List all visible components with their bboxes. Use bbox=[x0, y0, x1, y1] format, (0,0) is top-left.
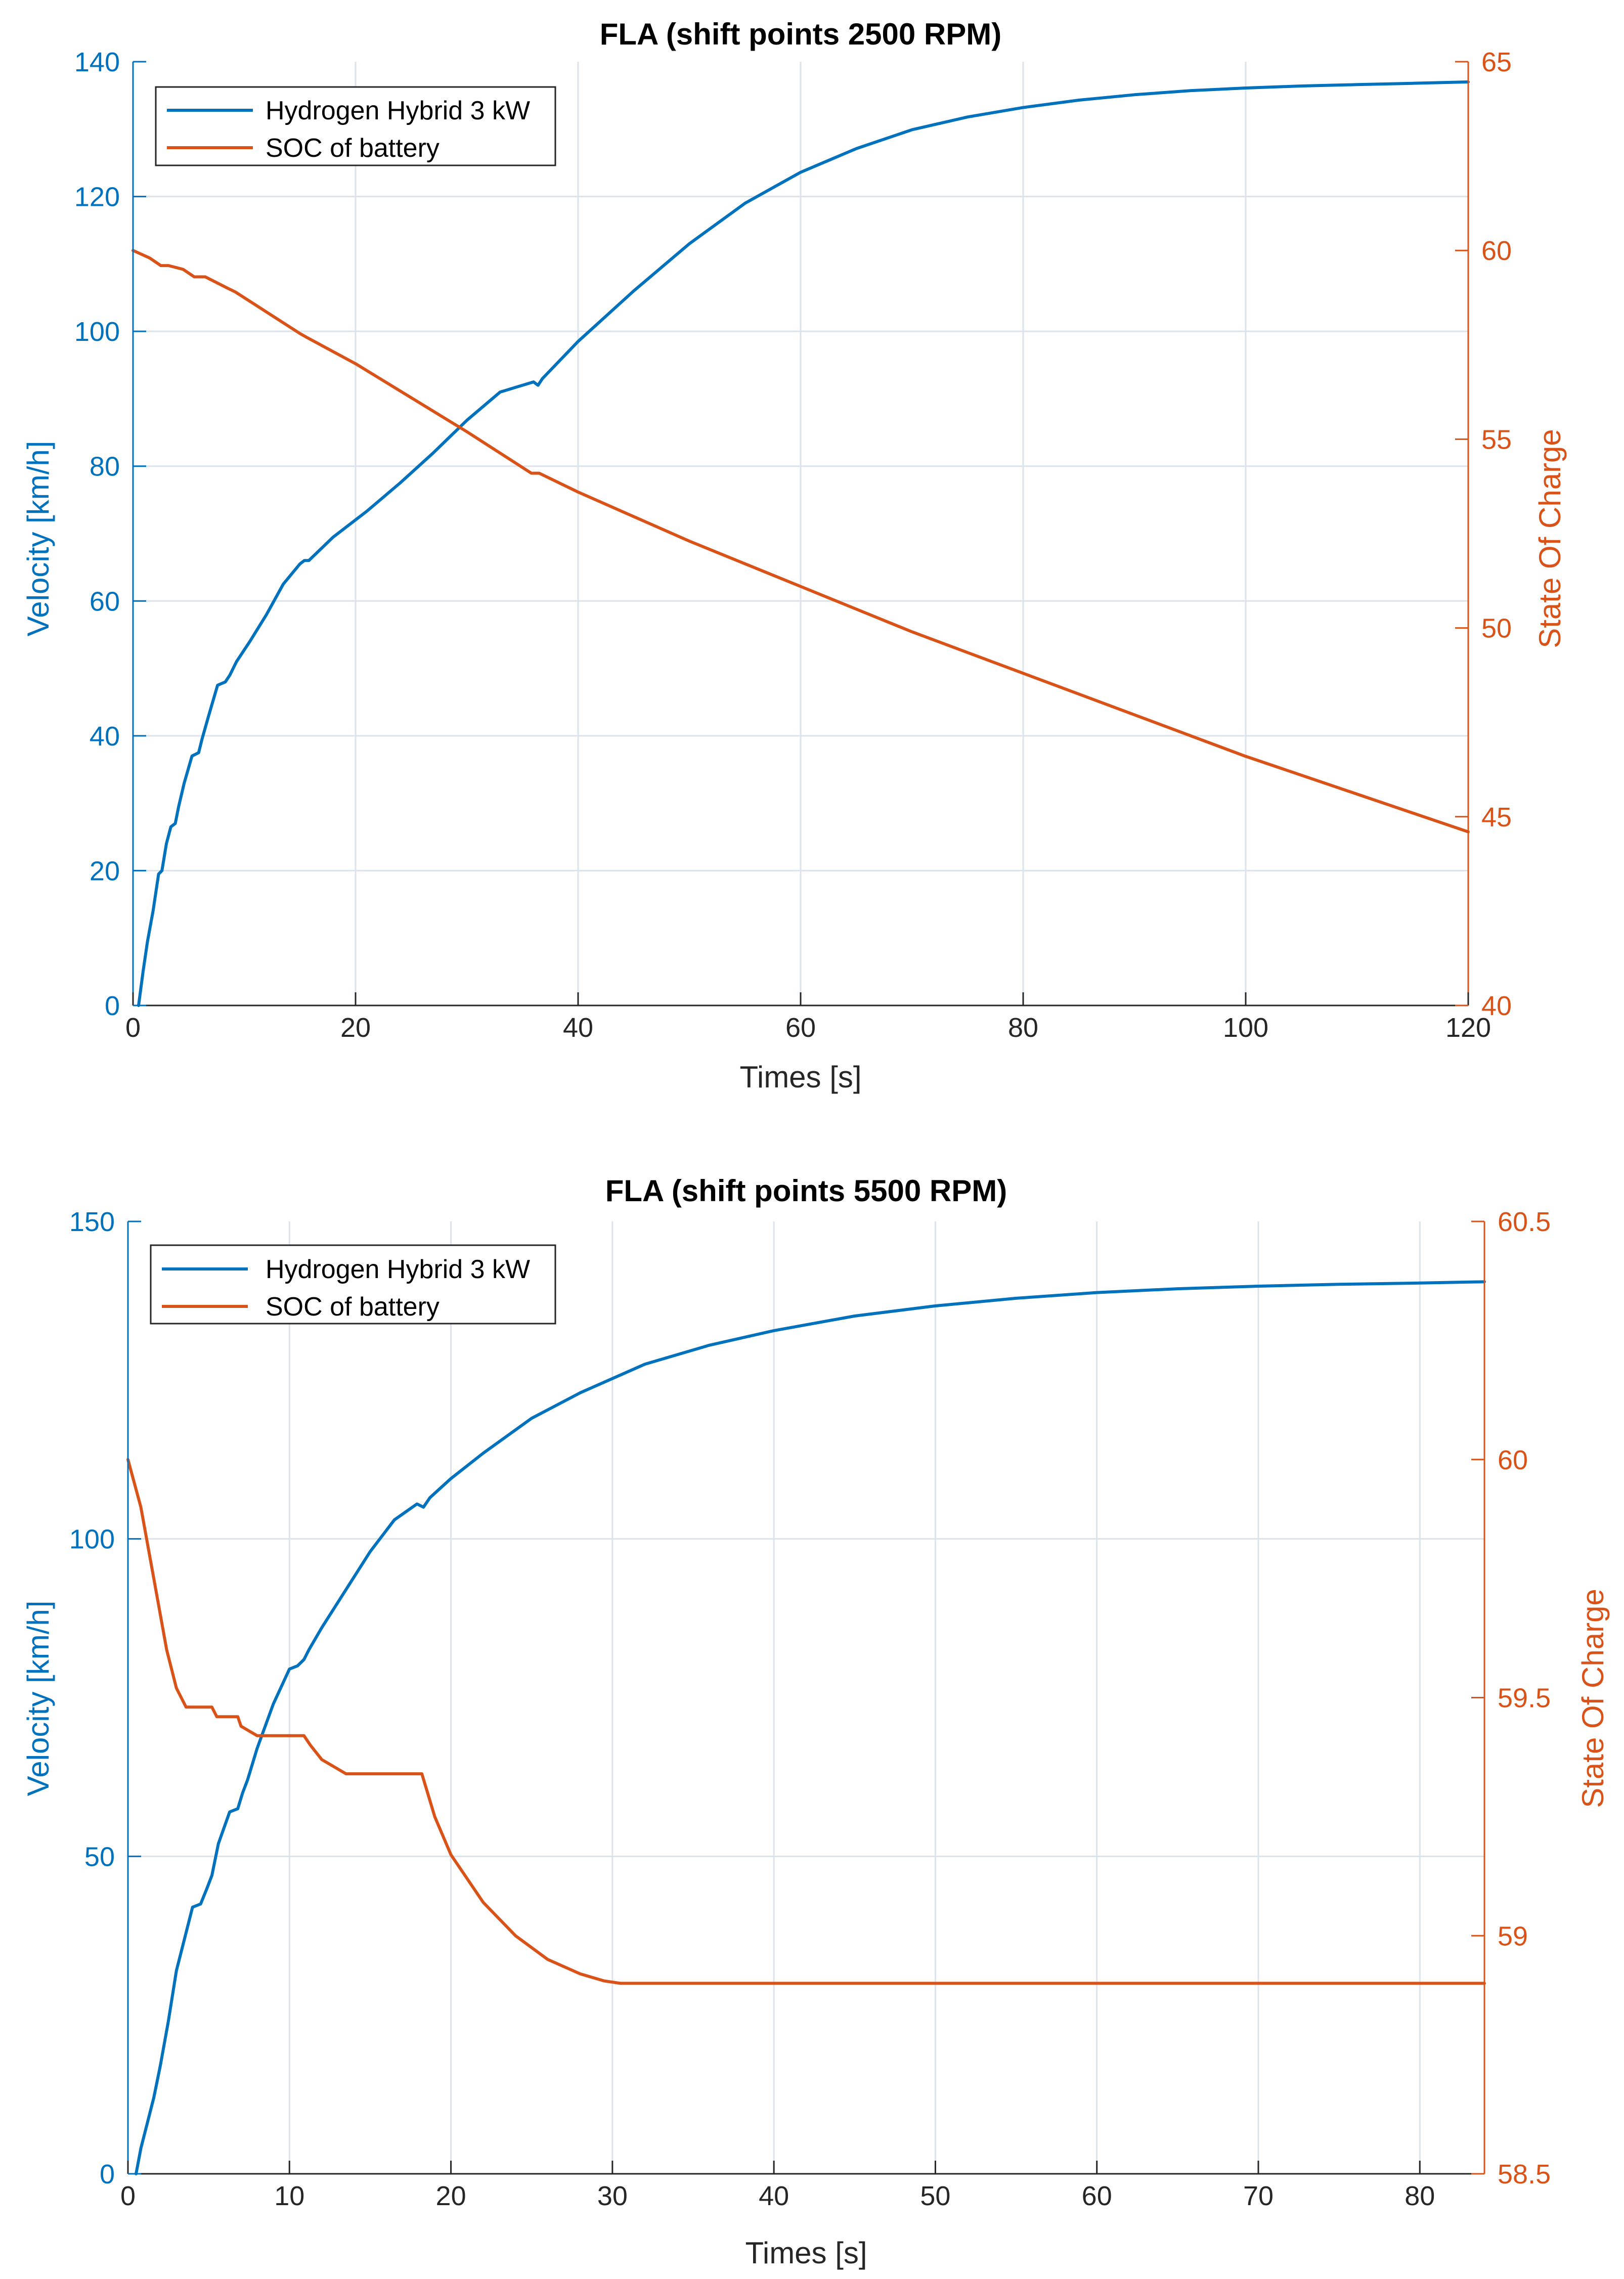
y-tick-label: 80 bbox=[90, 452, 120, 482]
y-tick-label: 50 bbox=[84, 1842, 115, 1872]
legend: Hydrogen Hybrid 3 kW SOC of battery bbox=[155, 86, 556, 166]
x-tick-label: 70 bbox=[1243, 2181, 1274, 2211]
y2-tick-label: 40 bbox=[1481, 991, 1512, 1021]
x-tick-label: 20 bbox=[340, 1013, 371, 1043]
x-tick-label: 10 bbox=[274, 2181, 304, 2211]
y-tick-label: 0 bbox=[100, 2159, 115, 2189]
x-tick-label: 40 bbox=[759, 2181, 789, 2211]
series-line-velocity bbox=[137, 80, 1470, 1007]
axes: 0 20 40 60 80 100 120 0 20 40 60 80 100 120 140 40 45 50 5… bbox=[74, 47, 1512, 1043]
series-line-soc bbox=[126, 1458, 1486, 1985]
axes: 0 10 20 30 40 50 60 70 80 0 50 100 150 58.5 59 59.5 60 60… bbox=[69, 1207, 1551, 2211]
series-line-velocity bbox=[135, 1280, 1486, 2175]
series-layer bbox=[126, 1280, 1486, 2175]
x-tick-label: 20 bbox=[436, 2181, 466, 2211]
y-tick-label: 100 bbox=[74, 317, 120, 347]
legend: Hydrogen Hybrid 3 kW SOC of battery bbox=[150, 1244, 556, 1325]
y-tick-label: 40 bbox=[90, 721, 120, 752]
x-tick-label: 30 bbox=[597, 2181, 628, 2211]
legend-box bbox=[150, 1244, 556, 1325]
y2-tick-label: 59.5 bbox=[1498, 1683, 1551, 1714]
x-tick-label: 50 bbox=[920, 2181, 950, 2211]
y2-tick-label: 65 bbox=[1481, 47, 1512, 77]
x-tick-label: 100 bbox=[1223, 1013, 1268, 1043]
y2-tick-label: 60.5 bbox=[1498, 1207, 1551, 1237]
chart-title: FLA (shift points 2500 RPM) bbox=[600, 17, 1001, 51]
legend-label-velocity: Hydrogen Hybrid 3 kW bbox=[266, 96, 530, 125]
x-tick-label: 60 bbox=[785, 1013, 816, 1043]
y2-axis-label: State Of Charge bbox=[1576, 1589, 1610, 1808]
legend-label-velocity: Hydrogen Hybrid 3 kW bbox=[266, 1255, 530, 1284]
legend-label-soc: SOC of battery bbox=[266, 134, 440, 163]
y-tick-label: 20 bbox=[90, 856, 120, 886]
legend-label-soc: SOC of battery bbox=[266, 1292, 440, 1322]
x-tick-label: 80 bbox=[1404, 2181, 1435, 2211]
y-tick-label: 140 bbox=[74, 47, 120, 77]
chart-bottom: FLA (shift points 5500 RPM) 0 10 20 30 40 50 6… bbox=[21, 1174, 1610, 2270]
y-axis-label: Velocity [km/h] bbox=[21, 441, 55, 637]
y2-tick-label: 60 bbox=[1498, 1445, 1528, 1475]
y2-tick-label: 55 bbox=[1481, 424, 1512, 455]
x-axis-label: Times [s] bbox=[745, 2236, 867, 2270]
y-tick-label: 0 bbox=[105, 991, 120, 1021]
y2-tick-label: 58.5 bbox=[1498, 2159, 1551, 2189]
chart-top: FLA (shift points 2500 RPM) 0 20 40 60 80 100… bbox=[21, 17, 1567, 1094]
chart-title: FLA (shift points 5500 RPM) bbox=[605, 1174, 1007, 1208]
y2-tick-label: 45 bbox=[1481, 802, 1512, 832]
x-tick-label: 0 bbox=[125, 1013, 141, 1043]
plot-area bbox=[128, 1221, 1484, 2174]
x-axis-label: Times [s] bbox=[739, 1060, 861, 1094]
y-axis-label: Velocity [km/h] bbox=[21, 1601, 55, 1796]
grid bbox=[133, 62, 1468, 1005]
y-tick-label: 60 bbox=[90, 586, 120, 617]
y-tick-label: 120 bbox=[74, 182, 120, 212]
x-tick-label: 120 bbox=[1445, 1013, 1491, 1043]
y2-tick-label: 59 bbox=[1498, 1921, 1528, 1951]
series-line-soc bbox=[131, 249, 1470, 834]
y2-tick-label: 50 bbox=[1481, 613, 1512, 644]
grid bbox=[128, 1221, 1484, 2174]
y-tick-label: 100 bbox=[69, 1524, 115, 1555]
y2-tick-label: 60 bbox=[1481, 236, 1512, 266]
legend-box bbox=[155, 86, 556, 166]
x-tick-label: 60 bbox=[1082, 2181, 1112, 2211]
x-tick-label: 80 bbox=[1008, 1013, 1038, 1043]
y-tick-label: 150 bbox=[69, 1207, 115, 1237]
y2-axis-label: State Of Charge bbox=[1533, 429, 1567, 648]
x-tick-label: 0 bbox=[120, 2181, 136, 2211]
series-layer bbox=[131, 80, 1470, 1007]
x-tick-label: 40 bbox=[563, 1013, 593, 1043]
